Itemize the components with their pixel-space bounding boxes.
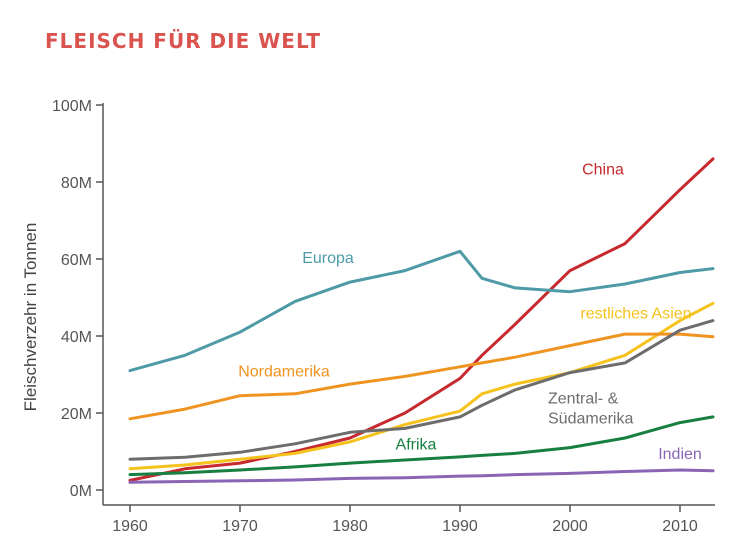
series-line-3 xyxy=(128,332,715,421)
y-tick-label: 0M xyxy=(70,483,92,500)
series-label: restliches Asien xyxy=(580,306,691,323)
series-label: China xyxy=(582,161,624,178)
series-line-2 xyxy=(128,301,715,471)
series-label: Nordamerika xyxy=(238,363,330,380)
y-tick-label: 20M xyxy=(61,406,92,423)
series-line-1 xyxy=(128,249,715,373)
series-line-4 xyxy=(128,319,715,461)
x-tick-label: 2000 xyxy=(552,518,588,535)
y-tick-label: 40M xyxy=(61,329,92,346)
x-tick-label: 1960 xyxy=(112,518,148,535)
x-tick-label: 1970 xyxy=(222,518,258,535)
y-tick-label: 60M xyxy=(61,252,92,269)
series-line-5 xyxy=(128,415,715,477)
series-line-6 xyxy=(128,468,715,484)
x-tick-label: 1980 xyxy=(332,518,368,535)
series-label: Europa xyxy=(302,250,354,267)
y-tick-label: 80M xyxy=(61,175,92,192)
series-label: Zentral- & xyxy=(548,390,619,407)
series-label: Südamerika xyxy=(548,410,633,427)
x-tick-label: 2010 xyxy=(662,518,698,535)
y-axis-label: Fleischverzehr in Tonnen xyxy=(21,223,40,412)
y-tick-label: 100M xyxy=(52,98,92,115)
series-line-0 xyxy=(128,157,715,482)
series-label: Afrika xyxy=(396,437,437,454)
chart-title: FLEISCH FÜR DIE WELT xyxy=(45,29,321,53)
x-tick-label: 1990 xyxy=(442,518,478,535)
series-label: Indien xyxy=(658,446,702,463)
